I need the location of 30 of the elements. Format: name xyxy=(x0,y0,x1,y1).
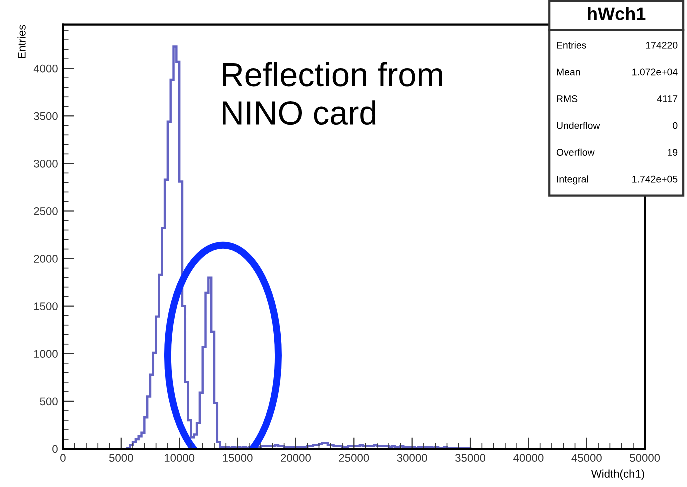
x-tick-label: 5000 xyxy=(109,454,134,462)
text: RMS 4117 xyxy=(557,96,678,102)
x-tick-label: 45000 xyxy=(572,454,602,462)
y-tick-label: 1500 xyxy=(34,302,58,310)
x-tick-label: 40000 xyxy=(514,454,544,462)
y-tick-label: 0 xyxy=(52,445,58,454)
annotation: Reflection from NINO card xyxy=(223,62,442,126)
text: Overflow 19 xyxy=(556,148,678,156)
y-tick-label: 1000 xyxy=(34,350,58,358)
y-tick-label: 2500 xyxy=(34,208,58,216)
y-tick-label: 2000 xyxy=(34,255,58,263)
x-axis-title: Width(ch1) xyxy=(591,470,644,480)
text: Entries 174220 xyxy=(557,42,678,49)
y-tick-label: 3000 xyxy=(34,160,58,168)
x-tick-label: 15000 xyxy=(223,454,253,462)
y-tick-label: 500 xyxy=(40,398,58,406)
text: Mean 1.072e+04 xyxy=(557,68,678,76)
y-tick-label: 3500 xyxy=(34,112,58,120)
x-tick-label: 35000 xyxy=(456,454,486,462)
chart-title: hWch1 xyxy=(588,7,646,20)
x-tick-label: 50000 xyxy=(630,454,660,462)
y-axis-title: Entries xyxy=(18,25,26,59)
text: Integral 1.742e+05 xyxy=(557,176,678,185)
x-tick-label: 0 xyxy=(60,454,66,462)
y-tick-label: 4000 xyxy=(34,64,58,73)
x-tick-label: 10000 xyxy=(164,454,195,462)
x-tick-label: 25000 xyxy=(339,454,370,462)
text: Underflow 0 xyxy=(557,122,678,130)
x-tick-label: 20000 xyxy=(281,454,311,462)
x-tick-label: 30000 xyxy=(397,454,428,462)
